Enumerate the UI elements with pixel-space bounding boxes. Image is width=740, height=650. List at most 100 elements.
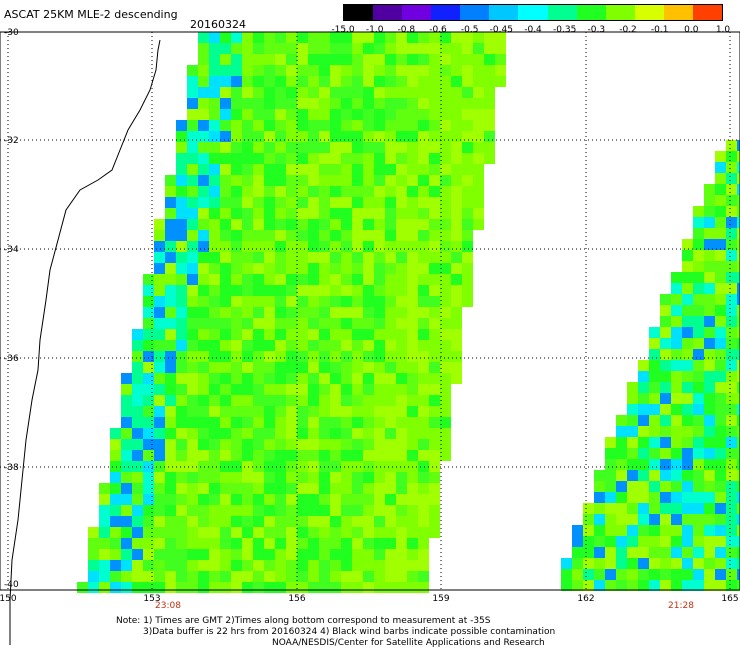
swath-cell <box>429 43 440 54</box>
swath-cell <box>374 362 385 373</box>
swath-cell <box>451 252 462 263</box>
swath-cell <box>737 569 740 580</box>
swath-cell <box>374 571 385 582</box>
lat-label: -36 <box>4 354 19 364</box>
swath-cell <box>407 186 418 197</box>
swath-cell <box>572 525 583 536</box>
swath-cell <box>198 472 209 483</box>
swath-cell <box>693 272 704 283</box>
swath-cell <box>616 459 627 470</box>
swath-cell <box>605 558 616 569</box>
swath-cell <box>286 395 297 406</box>
swath-cell <box>385 109 396 120</box>
swath-cell <box>209 318 220 329</box>
swath-cell <box>374 483 385 494</box>
swath-cell <box>319 65 330 76</box>
swath-cell <box>660 360 671 371</box>
swath-cell <box>374 252 385 263</box>
swath-cell <box>121 439 132 450</box>
swath-cell <box>385 65 396 76</box>
swath-cell <box>649 426 660 437</box>
swath-cell <box>407 373 418 384</box>
swath-cell <box>176 131 187 142</box>
swath-cell <box>671 569 682 580</box>
swath-cell <box>253 307 264 318</box>
swath-cell <box>176 120 187 131</box>
swath-cell <box>418 395 429 406</box>
swath-cell <box>352 549 363 560</box>
swath-cell <box>396 76 407 87</box>
swath-cell <box>704 272 715 283</box>
swath-cell <box>396 549 407 560</box>
swath-cell <box>220 483 231 494</box>
swath-cell <box>418 296 429 307</box>
swath-cell <box>319 296 330 307</box>
swath-cell <box>704 250 715 261</box>
swath-cell <box>451 153 462 164</box>
swath-cell <box>704 261 715 272</box>
swath-cell <box>440 318 451 329</box>
swath-cell <box>297 494 308 505</box>
swath-cell <box>165 582 176 593</box>
swath-cell <box>319 263 330 274</box>
swath-cell <box>693 525 704 536</box>
swath-cell <box>187 87 198 98</box>
swath-cell <box>253 395 264 406</box>
swath-cell <box>429 307 440 318</box>
swath-cell <box>385 120 396 131</box>
swath-cell <box>220 472 231 483</box>
swath-cell <box>176 494 187 505</box>
swath-cell <box>396 164 407 175</box>
swath-cell <box>253 54 264 65</box>
swath-cell <box>429 285 440 296</box>
swath-cell <box>253 131 264 142</box>
swath-cell <box>385 296 396 307</box>
swath-cell <box>396 32 407 43</box>
swath-cell <box>352 395 363 406</box>
swath-cell <box>715 173 726 184</box>
swath-cell <box>319 109 330 120</box>
swath-cell <box>440 230 451 241</box>
swath-cell <box>407 505 418 516</box>
swath-cell <box>264 219 275 230</box>
swath-cell <box>374 406 385 417</box>
swath-cell <box>319 340 330 351</box>
swath-cell <box>187 395 198 406</box>
swath-cell <box>352 351 363 362</box>
swath-cell <box>165 241 176 252</box>
swath-cell <box>319 186 330 197</box>
swath-cell <box>198 274 209 285</box>
swath-cell <box>660 305 671 316</box>
swath-cell <box>187 527 198 538</box>
swath-cell <box>693 316 704 327</box>
swath-cell <box>616 547 627 558</box>
swath-cell <box>308 164 319 175</box>
swath-cell <box>726 415 737 426</box>
swath-cell <box>297 483 308 494</box>
swath-cell <box>385 131 396 142</box>
swath-cell <box>352 307 363 318</box>
swath-cell <box>396 450 407 461</box>
swath-cell <box>671 272 682 283</box>
swath-cell <box>286 505 297 516</box>
swath-cell <box>264 439 275 450</box>
swath-cell <box>671 294 682 305</box>
swath-cell <box>143 450 154 461</box>
swath-cell <box>385 285 396 296</box>
swath-cell <box>385 340 396 351</box>
swath-cell <box>264 32 275 43</box>
swath-cell <box>187 153 198 164</box>
swath-cell <box>451 98 462 109</box>
swath-cell <box>649 525 660 536</box>
swath-cell <box>330 296 341 307</box>
swath-cell <box>726 382 737 393</box>
swath-cell <box>77 582 88 593</box>
swath-cell <box>726 140 737 151</box>
swath-cell <box>715 558 726 569</box>
swath-cell <box>253 230 264 241</box>
swath-cell <box>286 230 297 241</box>
swath-cell <box>154 494 165 505</box>
swath-cell <box>330 230 341 241</box>
swath-cell <box>297 571 308 582</box>
swath-cell <box>682 481 693 492</box>
